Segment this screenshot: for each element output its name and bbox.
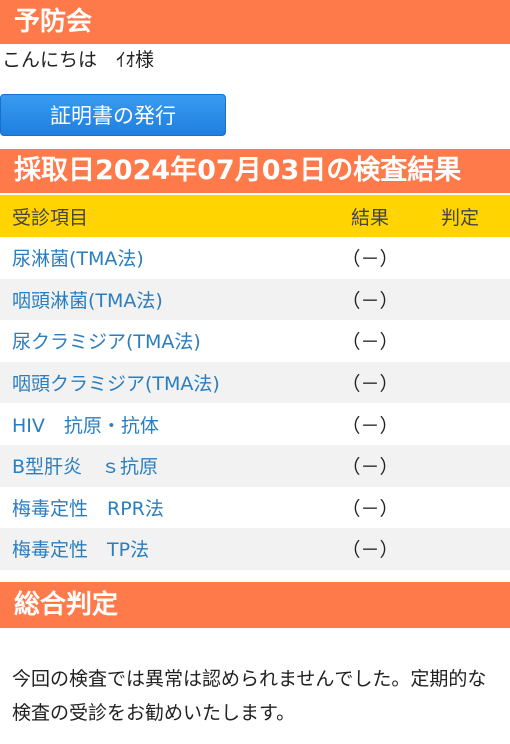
test-result: （－） xyxy=(341,539,399,562)
table-row: HIV 抗原・抗体 （－） xyxy=(0,403,510,445)
table-row: B型肝炎 ｓ抗原 （－） xyxy=(0,444,510,487)
test-result: （－） xyxy=(341,497,399,520)
test-result: （－） xyxy=(341,331,399,354)
test-result: （－） xyxy=(341,456,399,479)
issue-certificate-button[interactable]: 証明書の発行 xyxy=(0,94,226,136)
test-result: （－） xyxy=(341,414,399,437)
table-row: 梅毒定性 RPR法 （－） xyxy=(0,487,510,529)
test-result: （－） xyxy=(341,248,399,271)
test-item-name[interactable]: 咽頭クラミジア(TMA法) xyxy=(12,373,220,396)
test-item-name[interactable]: 咽頭淋菌(TMA法) xyxy=(12,289,163,312)
table-header: 受診項目 結果 判定 xyxy=(0,195,510,237)
test-item-name[interactable]: 梅毒定性 RPR法 xyxy=(12,497,164,520)
column-header-judgement: 判定 xyxy=(440,206,479,229)
test-item-name[interactable]: HIV 抗原・抗体 xyxy=(12,414,159,437)
summary-text: 今回の検査では異常は認められませんでした。定期的な検査の受診をお勧めいたします。 xyxy=(12,668,487,724)
summary-section-title: 総合判定 xyxy=(0,582,510,628)
table-row: 梅毒定性 TP法 （－） xyxy=(0,528,510,570)
column-header-item: 受診項目 xyxy=(12,206,89,229)
app-header: 予防会 xyxy=(0,0,510,44)
test-result: （－） xyxy=(341,289,399,312)
test-item-name[interactable]: 尿クラミジア(TMA法) xyxy=(12,331,201,354)
table-row: 咽頭クラミジア(TMA法) （－） xyxy=(0,361,510,404)
table-row: 尿淋菌(TMA法) （－） xyxy=(0,237,510,279)
test-result: （－） xyxy=(341,373,399,396)
test-item-name[interactable]: 梅毒定性 TP法 xyxy=(12,539,150,562)
greeting-text: こんにちは ｲｵ様 xyxy=(2,49,155,71)
test-item-name[interactable]: 尿淋菌(TMA法) xyxy=(12,248,144,271)
table-row: 咽頭淋菌(TMA法) （－） xyxy=(0,278,510,321)
app-title: 予防会 xyxy=(14,7,93,37)
column-header-result: 結果 xyxy=(350,206,389,229)
result-section-title: 採取日2024年07月03日の検査結果 xyxy=(0,149,510,193)
test-item-name[interactable]: B型肝炎 ｓ抗原 xyxy=(12,456,159,479)
results-table: 受診項目 結果 判定 尿淋菌(TMA法) （－） 咽頭淋菌(TMA法) （－） … xyxy=(0,195,510,570)
table-row: 尿クラミジア(TMA法) （－） xyxy=(0,320,510,362)
